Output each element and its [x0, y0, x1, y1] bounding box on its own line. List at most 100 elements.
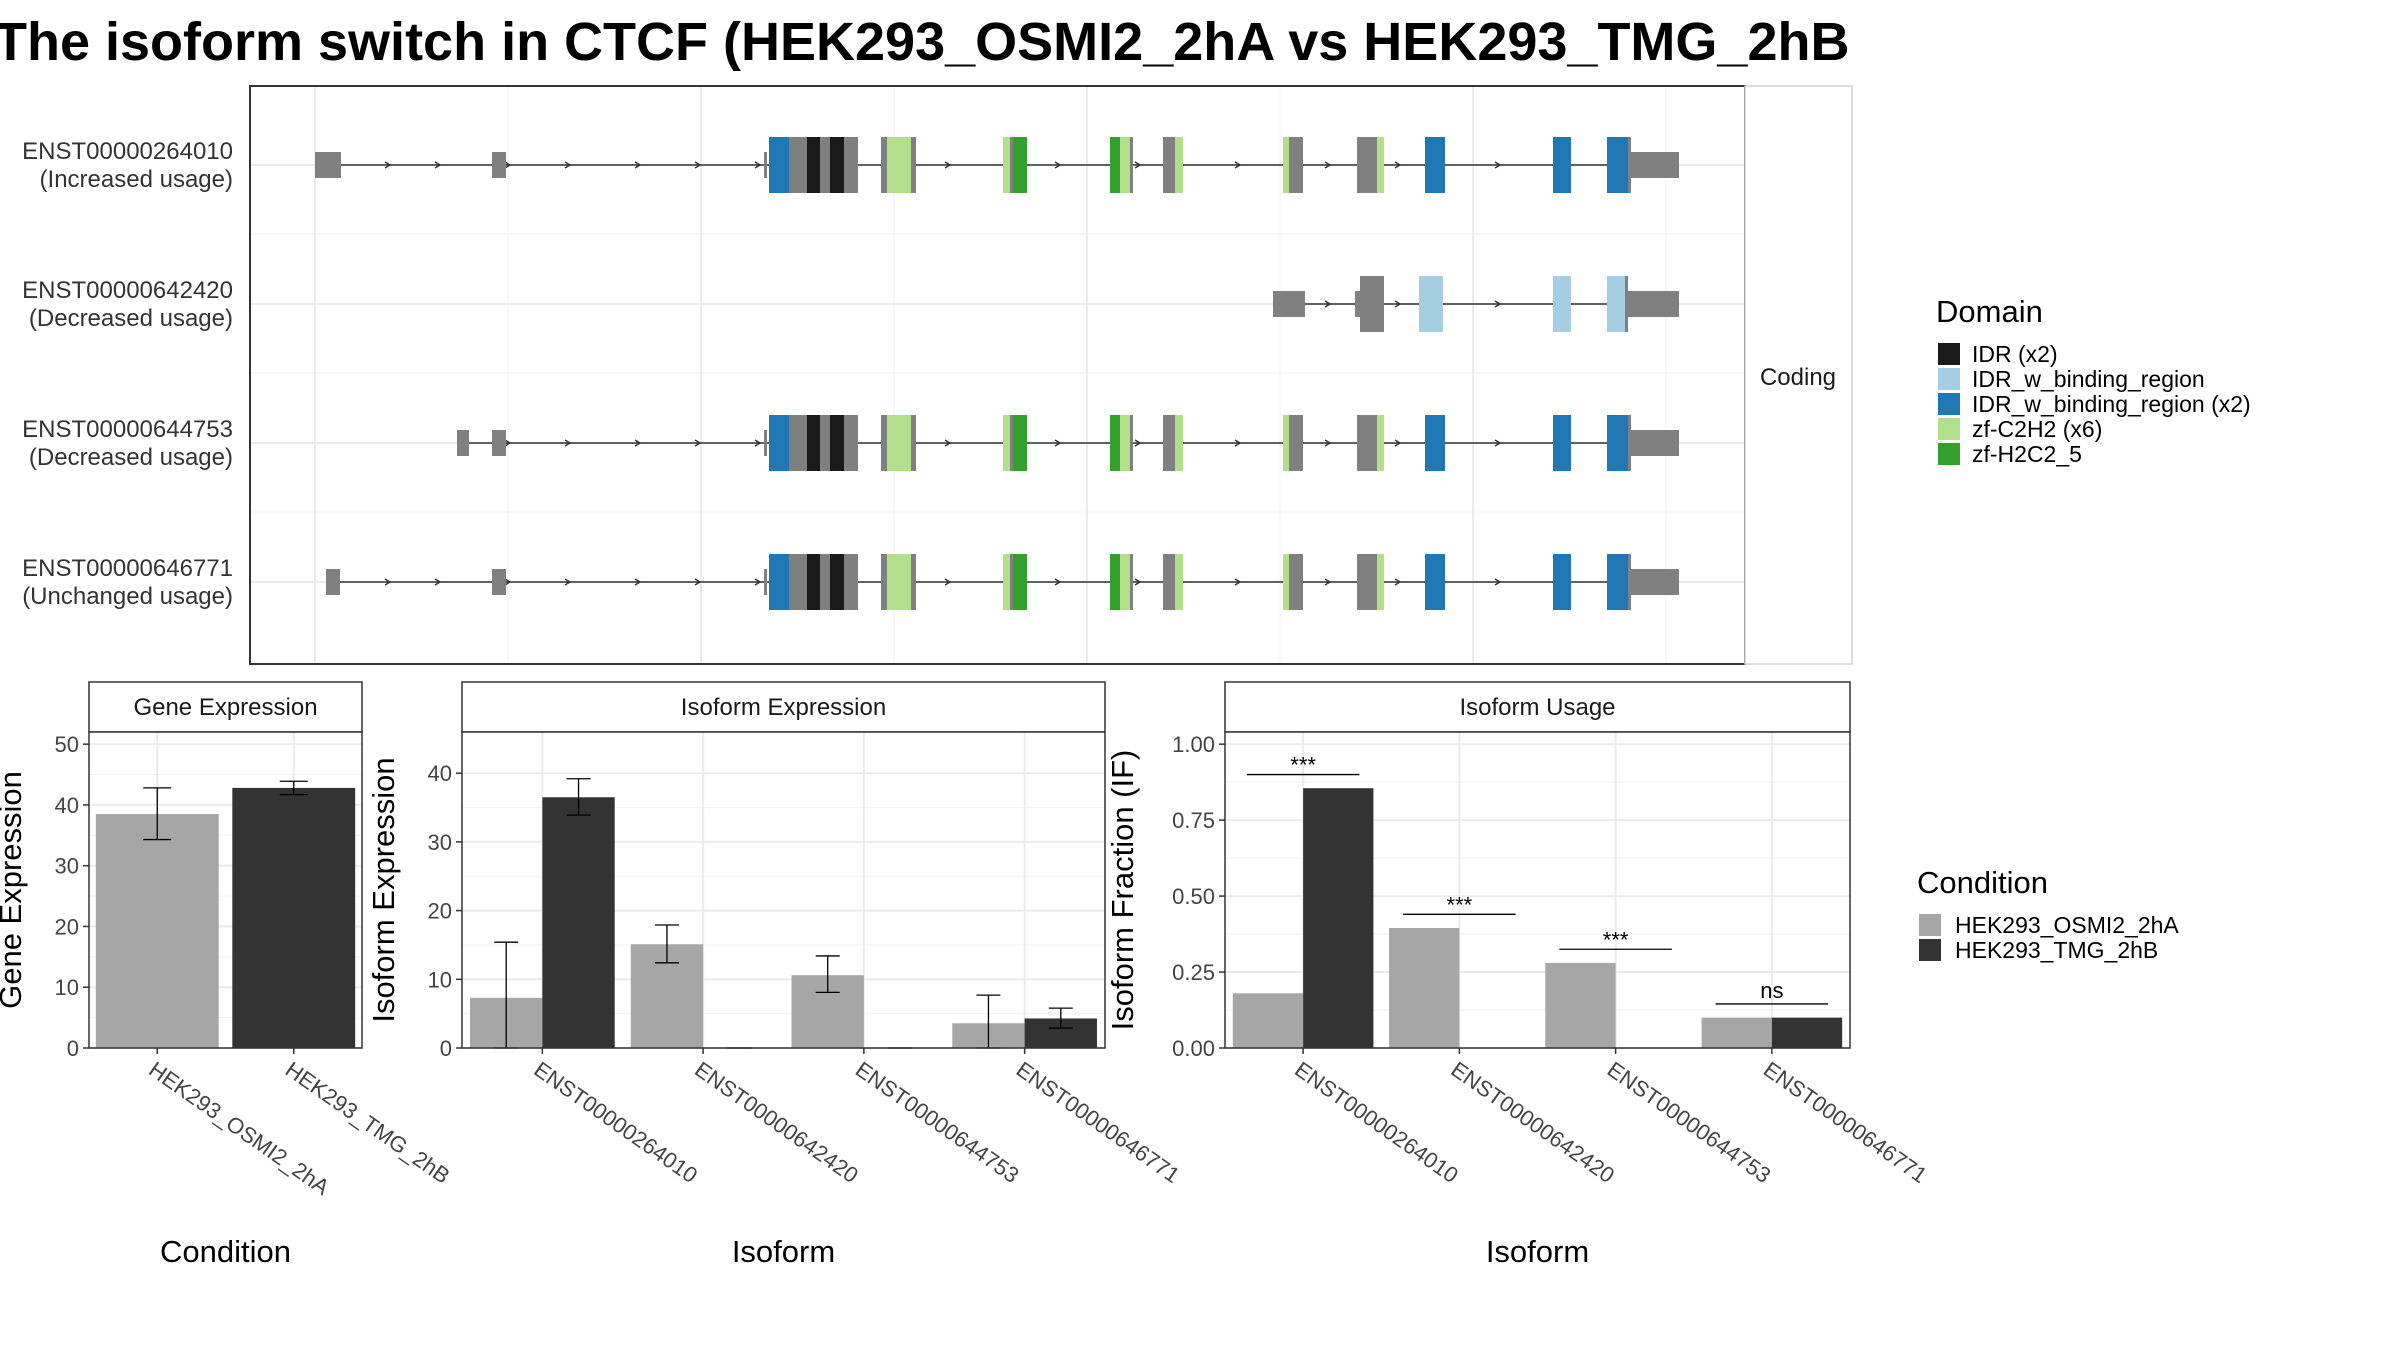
- domain-legend-label: zf-C2H2 (x6): [1972, 416, 2102, 442]
- isoform-id-label: ENST00000642420: [22, 277, 233, 304]
- x-axis-title: Isoform: [732, 1234, 835, 1269]
- intron-direction-arrow: [504, 161, 512, 169]
- x-tick-label: ENST00000644753: [851, 1057, 1024, 1188]
- exon-segment: [1120, 137, 1130, 193]
- exon-segment: [820, 415, 830, 471]
- exon-segment: [911, 415, 916, 471]
- y-tick-label: 10: [428, 967, 452, 992]
- exon-segment: [881, 415, 887, 471]
- exon-segment: [1419, 276, 1443, 332]
- intron-direction-arrow: [1134, 439, 1142, 447]
- y-tick-label: 1.00: [1172, 732, 1215, 757]
- exon-segment: [830, 554, 844, 610]
- exon-segment: [1003, 554, 1010, 610]
- intron-direction-arrow: [1324, 578, 1332, 586]
- y-tick-label: 20: [428, 899, 452, 924]
- domain-legend-swatch: [1938, 343, 1960, 365]
- intron-direction-arrow: [1234, 161, 1242, 169]
- exon-segment: [1273, 291, 1305, 317]
- exon-segment: [1628, 415, 1631, 471]
- exon-segment: [1425, 554, 1445, 610]
- exon-segment: [1289, 137, 1303, 193]
- exon-segment: [1607, 137, 1628, 193]
- exon-segment: [769, 137, 789, 193]
- exon-segment: [1628, 554, 1631, 610]
- exon-segment: [807, 415, 820, 471]
- intron-direction-arrow: [944, 578, 952, 586]
- intron-direction-arrow: [384, 578, 392, 586]
- intron-direction-arrow: [1134, 578, 1142, 586]
- intron-direction-arrow: [1494, 300, 1502, 308]
- exon-segment: [1010, 554, 1013, 610]
- x-axis-title: Condition: [160, 1234, 291, 1269]
- y-axis-title: Gene Expression: [0, 771, 28, 1009]
- exon-segment: [911, 554, 916, 610]
- exon-segment: [881, 137, 887, 193]
- exon-segment: [1631, 152, 1679, 178]
- intron-direction-arrow: [694, 578, 702, 586]
- intron-direction-arrow: [1394, 161, 1402, 169]
- exon-segment: [1355, 291, 1360, 317]
- exon-segment: [789, 415, 807, 471]
- exon-segment: [1010, 415, 1013, 471]
- bar-ENST00000646771-HEK293_OSMI2_2hA: [1701, 1017, 1772, 1048]
- exon-segment: [769, 415, 789, 471]
- exon-segment: [1283, 137, 1289, 193]
- exon-segment: [1631, 430, 1679, 456]
- x-tick-label: ENST00000264010: [530, 1057, 703, 1188]
- exon-segment: [1283, 554, 1289, 610]
- exon-segment: [887, 137, 911, 193]
- condition-legend-label: HEK293_OSMI2_2hA: [1955, 912, 2179, 938]
- exon-segment: [1283, 415, 1289, 471]
- exon-segment: [1360, 276, 1384, 332]
- exon-segment: [807, 137, 820, 193]
- y-tick-label: 50: [55, 732, 79, 757]
- bar-ENST00000264010-HEK293_OSMI2_2hA: [1232, 993, 1304, 1048]
- y-axis-title: Isoform Expression: [366, 757, 401, 1022]
- intron-direction-arrow: [1494, 161, 1502, 169]
- exon-segment: [807, 554, 820, 610]
- intron-direction-arrow: [434, 578, 442, 586]
- exon-segment: [1425, 137, 1445, 193]
- exon-segment: [1377, 554, 1384, 610]
- intron-direction-arrow: [434, 161, 442, 169]
- domain-legend-label: IDR_w_binding_region (x2): [1972, 391, 2251, 417]
- domain-legend-label: zf-H2C2_5: [1972, 441, 2082, 467]
- exon-segment: [1553, 137, 1571, 193]
- significance-label: ***: [1290, 753, 1316, 778]
- exon-segment: [1013, 415, 1027, 471]
- exon-segment: [1013, 554, 1027, 610]
- exon-segment: [1357, 137, 1377, 193]
- x-tick-label: ENST00000644753: [1603, 1057, 1776, 1188]
- x-tick-label: ENST00000646771: [1012, 1057, 1185, 1188]
- y-tick-label: 0.00: [1172, 1036, 1215, 1061]
- intron-direction-arrow: [564, 161, 572, 169]
- exon-segment: [1110, 554, 1120, 610]
- intron-direction-arrow: [694, 439, 702, 447]
- exon-segment: [1631, 569, 1679, 595]
- exon-segment: [764, 430, 767, 456]
- intron-direction-arrow: [694, 161, 702, 169]
- exon-segment: [764, 569, 767, 595]
- exon-segment: [1357, 554, 1377, 610]
- panel-strip-label: Isoform Expression: [681, 694, 886, 721]
- bar-ENST00000264010-HEK293_TMG_2hB: [542, 797, 615, 1048]
- exon-segment: [911, 137, 916, 193]
- intron-direction-arrow: [1054, 439, 1062, 447]
- domain-legend-label: IDR_w_binding_region: [1972, 366, 2205, 392]
- condition-legend-title: Condition: [1917, 865, 2048, 900]
- exon-segment: [1010, 137, 1013, 193]
- bar-HEK293_OSMI2_2hA: [95, 814, 219, 1048]
- intron-direction-arrow: [634, 161, 642, 169]
- exon-segment: [844, 137, 858, 193]
- intron-direction-arrow: [754, 439, 762, 447]
- panel-strip-label: Isoform Usage: [1459, 694, 1615, 721]
- bar-ENST00000642420-HEK293_OSMI2_2hA: [1389, 927, 1460, 1048]
- exon-segment: [1553, 554, 1571, 610]
- exon-segment: [1130, 415, 1133, 471]
- intron-direction-arrow: [1394, 578, 1402, 586]
- isoform-expression-panel: Isoform Expression 0 10 20 30 40 ENST000002640…: [366, 681, 1185, 1269]
- intron-direction-arrow: [1324, 161, 1332, 169]
- bar-ENST00000646771-HEK293_TMG_2hB: [1771, 1017, 1843, 1048]
